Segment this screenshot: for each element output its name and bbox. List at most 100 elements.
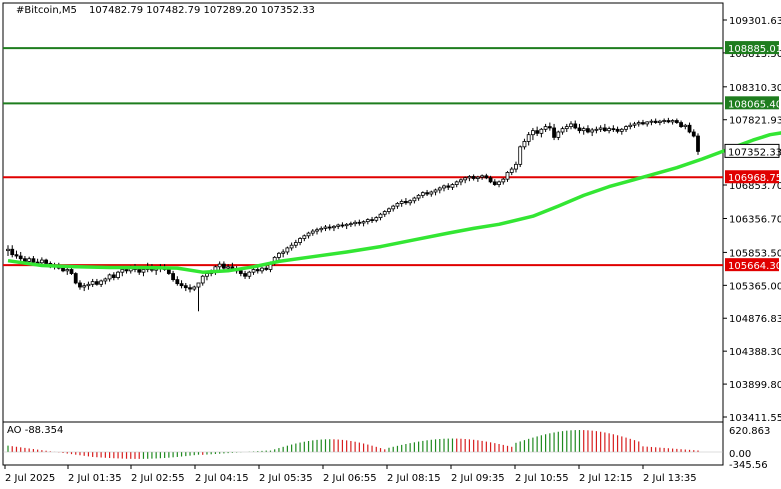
candle-body	[179, 283, 184, 287]
ao-axis-label: 620.863	[729, 426, 770, 437]
candle-body	[293, 242, 298, 246]
candle-body	[628, 124, 633, 128]
candle-body	[560, 128, 565, 133]
candle-body	[492, 181, 497, 185]
candle-body	[543, 126, 548, 130]
candle-body	[175, 279, 180, 285]
candle-body	[137, 269, 142, 273]
price-tick-label: 103899.80	[729, 380, 781, 391]
candle-body	[281, 251, 286, 254]
moving-average-line	[7, 131, 781, 274]
candle-body	[674, 120, 679, 123]
level-label: 105664.30	[728, 261, 781, 272]
candle-body	[509, 168, 514, 173]
candle-body	[10, 248, 15, 256]
candle-body	[374, 217, 379, 221]
candle-body	[577, 127, 582, 132]
candle-body	[556, 131, 561, 138]
candle-body	[247, 271, 252, 277]
candle-body	[277, 252, 281, 258]
candle-body	[454, 181, 459, 185]
candle-body	[416, 194, 421, 199]
candle-body	[399, 201, 404, 204]
candle-body	[382, 211, 387, 215]
price-tick-label: 106356.70	[729, 214, 781, 225]
time-tick-label: 2 Jul 13:35	[643, 473, 697, 484]
candle-body	[306, 232, 311, 237]
candle-body	[332, 225, 336, 229]
candle-body	[141, 269, 146, 273]
candle-body	[471, 176, 476, 179]
candle-body	[658, 120, 662, 123]
candle-body	[573, 123, 578, 129]
level-tag	[725, 96, 779, 110]
candle-body	[340, 224, 345, 227]
candle-body	[615, 128, 620, 132]
candle-body	[39, 259, 44, 264]
candle-body	[670, 120, 675, 123]
candle-body	[361, 221, 366, 224]
candle-body	[289, 244, 294, 249]
candle-body	[226, 266, 231, 269]
ao-histogram	[3, 430, 723, 459]
time-tick-label: 2 Jul 08:15	[387, 473, 441, 484]
candle-body	[408, 200, 413, 204]
candle-body	[475, 176, 480, 179]
candle-body	[484, 175, 489, 179]
level-tag	[725, 170, 779, 184]
candle-body	[463, 177, 468, 181]
candle-body	[662, 120, 667, 122]
time-tick-label: 2 Jul 05:35	[259, 473, 313, 484]
candle-body	[370, 219, 374, 222]
candle-body	[412, 197, 417, 202]
candle-body	[255, 269, 260, 272]
candle-body	[35, 261, 40, 264]
candle-body	[86, 283, 91, 287]
ao-title: AO -88.354	[7, 425, 63, 436]
candle-body	[535, 130, 540, 134]
candle-body	[387, 208, 391, 212]
candle-body	[594, 128, 599, 131]
candle-body	[526, 134, 531, 142]
candle-body	[344, 223, 349, 227]
candle-body	[310, 230, 315, 234]
candle-body	[459, 179, 463, 183]
time-tick-label: 2 Jul 06:55	[323, 473, 377, 484]
candle-body	[539, 128, 544, 134]
candle-body	[73, 273, 78, 284]
candle-body	[107, 274, 112, 280]
candle-body	[69, 269, 74, 274]
candle-body	[111, 274, 116, 278]
price-tick-label: 104876.83	[729, 314, 781, 325]
price-tick-label: 107821.93	[729, 116, 781, 127]
time-tick-label: 2 Jul 01:35	[68, 473, 122, 484]
candle-body	[124, 269, 129, 272]
candle-body	[327, 226, 332, 229]
time-tick-label: 2 Jul 02:55	[131, 473, 185, 484]
time-tick-label: 2 Jul 09:35	[451, 473, 505, 484]
candle-body	[497, 181, 501, 185]
candle-body	[82, 285, 87, 288]
candle-body	[315, 229, 319, 232]
chart-frame	[2, 2, 724, 466]
candle-body	[691, 131, 696, 137]
candle-body	[44, 259, 48, 264]
candle-body	[602, 127, 607, 132]
time-tick-label: 2 Jul 2025	[5, 473, 55, 484]
candle-body	[94, 281, 99, 285]
candle-body	[319, 227, 324, 231]
candle-body	[200, 275, 205, 284]
candle-body	[103, 278, 108, 282]
candle-body	[581, 128, 586, 132]
candle-body	[624, 126, 628, 130]
candle-body	[183, 285, 188, 289]
candle-body	[166, 269, 171, 274]
level-tag	[725, 41, 779, 55]
price-tick-label: 104388.30	[729, 347, 781, 358]
candle-body	[14, 254, 19, 257]
candle-body	[302, 235, 307, 239]
candle-body	[467, 176, 472, 179]
candle-body	[552, 127, 556, 138]
candle-body	[514, 163, 518, 170]
